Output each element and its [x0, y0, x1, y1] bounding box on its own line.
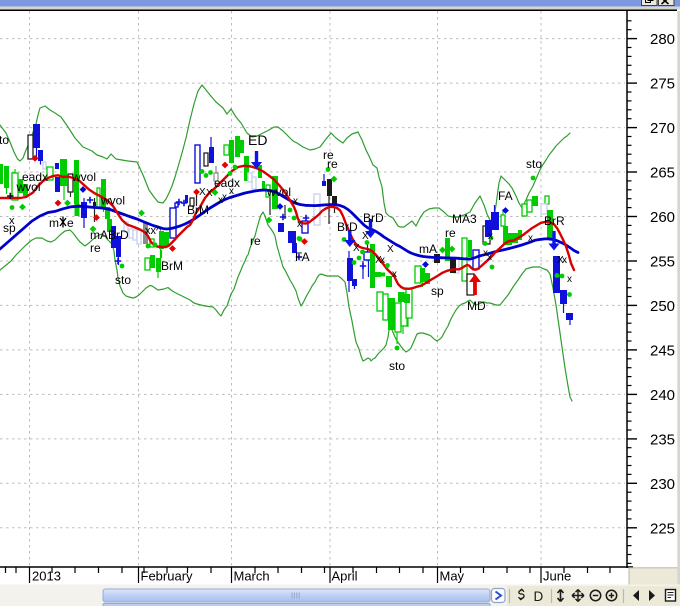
svg-text:wvol: wvol — [100, 194, 125, 208]
svg-text:280: 280 — [650, 31, 675, 48]
svg-text:x: x — [528, 233, 533, 244]
svg-text:re: re — [327, 157, 338, 171]
svg-text:wvol: wvol — [71, 170, 96, 184]
svg-text:245: 245 — [650, 342, 675, 359]
svg-text:April: April — [332, 569, 358, 584]
svg-text:sp: sp — [431, 284, 444, 298]
svg-text:x: x — [487, 252, 492, 263]
svg-text:FA: FA — [498, 189, 513, 203]
svg-text:BrD: BrD — [337, 220, 358, 234]
svg-text:sto: sto — [389, 359, 405, 373]
svg-text:MD: MD — [467, 299, 486, 313]
svg-text:240: 240 — [650, 387, 675, 404]
svg-text:X: X — [387, 244, 394, 255]
svg-text:MA3: MA3 — [452, 212, 477, 226]
svg-text:ED: ED — [248, 132, 267, 148]
svg-text:X: X — [557, 255, 564, 266]
svg-text:250: 250 — [650, 298, 675, 315]
svg-text:xx^: xx^ — [145, 225, 162, 237]
svg-text:x: x — [392, 269, 397, 280]
svg-text:270: 270 — [650, 120, 675, 137]
svg-text:x: x — [222, 192, 227, 203]
svg-text:wvol: wvol — [266, 185, 291, 199]
svg-text:X: X — [375, 255, 382, 266]
svg-text:sto: sto — [115, 273, 131, 287]
svg-text:X: X — [362, 231, 369, 242]
svg-text:sp: sp — [3, 221, 16, 235]
svg-text:e: e — [67, 216, 74, 230]
svg-text:m: m — [49, 216, 59, 230]
svg-text:255: 255 — [650, 253, 675, 270]
svg-text:D: D — [534, 589, 544, 604]
svg-text:February: February — [141, 569, 194, 584]
svg-text:sto: sto — [0, 133, 9, 147]
svg-text:235: 235 — [650, 431, 675, 448]
svg-text:June: June — [543, 569, 571, 584]
svg-text:x: x — [380, 255, 385, 266]
svg-text:275: 275 — [650, 76, 675, 93]
svg-text:May: May — [440, 569, 465, 584]
svg-text:x: x — [297, 219, 302, 230]
svg-text:x: x — [9, 215, 15, 227]
svg-text:225: 225 — [650, 520, 675, 537]
svg-text:x: x — [293, 196, 298, 207]
svg-text:x: x — [562, 255, 567, 266]
svg-text:260: 260 — [650, 209, 675, 226]
svg-text:sto: sto — [526, 157, 542, 171]
svg-text:eadx: eadx — [214, 176, 240, 190]
svg-text:FA: FA — [295, 250, 310, 264]
svg-text:X: X — [206, 188, 213, 199]
svg-text:re: re — [250, 234, 261, 248]
svg-text:wvol: wvol — [16, 180, 41, 194]
svg-text:230: 230 — [650, 476, 675, 493]
svg-text:x: x — [229, 186, 234, 197]
svg-text:x: x — [218, 195, 223, 206]
svg-text:X: X — [353, 243, 360, 254]
svg-text:BrD: BrD — [363, 211, 384, 225]
svg-text:mA: mA — [419, 242, 437, 256]
svg-text:re: re — [445, 226, 456, 240]
svg-text:265: 265 — [650, 165, 675, 182]
svg-text:x: x — [483, 248, 488, 259]
svg-text:March: March — [234, 569, 270, 584]
svg-text:mABrD: mABrD — [90, 228, 129, 242]
svg-text:BrR: BrR — [544, 214, 565, 228]
svg-text:re: re — [90, 241, 101, 255]
svg-text:re: re — [323, 148, 334, 162]
svg-text:x: x — [488, 231, 493, 242]
svg-text:x: x — [567, 274, 572, 285]
svg-text:BrM: BrM — [187, 203, 209, 217]
svg-text:BrM: BrM — [161, 259, 183, 273]
svg-text:2013: 2013 — [32, 569, 61, 584]
svg-text:X: X — [199, 187, 206, 198]
svg-text:eadx: eadx — [22, 170, 48, 184]
